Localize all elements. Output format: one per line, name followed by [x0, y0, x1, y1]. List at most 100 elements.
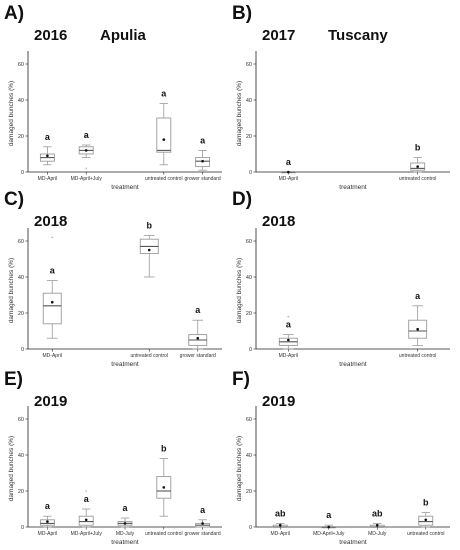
y-tick-label: 40: [18, 453, 24, 459]
category-label: untreated control: [145, 176, 183, 182]
x-axis-title: treatment: [111, 184, 139, 191]
y-tick-label: 40: [246, 453, 252, 459]
box-group: untreated control b: [145, 444, 183, 537]
mean-point: [46, 154, 49, 158]
significance-label: a: [161, 89, 167, 99]
significance-label: a: [45, 501, 51, 511]
outlier-point: [51, 236, 54, 239]
category-label: grower standard: [185, 531, 221, 537]
x-axis-title: treatment: [111, 539, 139, 546]
panel-6: F) 2019 0 20 40 60 damaged bunches (%) treatmen…: [232, 369, 450, 546]
y-tick-label: 60: [246, 62, 252, 68]
panel-region: Apulia: [100, 27, 146, 44]
significance-label: a: [200, 135, 206, 145]
box-group: MD-April+July a: [71, 490, 102, 537]
mean-point: [46, 520, 49, 523]
panel-year: 2018: [34, 213, 67, 230]
significance-label: b: [423, 498, 429, 508]
significance-label: a: [326, 510, 332, 520]
x-axis-title: treatment: [339, 361, 367, 368]
significance-label: a: [286, 320, 292, 330]
box-group: MD-July a: [116, 503, 135, 537]
y-tick-label: 20: [18, 134, 24, 140]
significance-label: a: [200, 505, 206, 515]
panel-year: 2016: [34, 27, 67, 44]
panel-year: 2018: [262, 213, 295, 230]
y-axis-title: damaged bunches (%): [236, 436, 243, 501]
mean-point: [375, 523, 379, 527]
mean-point: [162, 138, 166, 141]
y-axis-title: damaged bunches (%): [8, 436, 15, 501]
box-group: grower standard a: [185, 505, 221, 537]
panel-5: E) 2019 0 20 40 60 damaged bunches (%) treatmen…: [4, 369, 222, 546]
outlier-point: [85, 490, 88, 492]
y-axis-title: damaged bunches (%): [8, 81, 15, 146]
category-label: MD-April+July: [71, 176, 103, 182]
mean-point: [416, 327, 419, 331]
y-tick-label: 60: [18, 417, 24, 423]
panel-year: 2017: [262, 27, 295, 44]
y-tick-label: 60: [18, 239, 24, 245]
mean-point: [201, 522, 204, 525]
category-label: untreated control: [130, 353, 168, 359]
category-label: MD-April: [271, 531, 290, 537]
mean-point: [287, 170, 290, 174]
mean-point: [278, 523, 282, 527]
box-iqr: [156, 117, 172, 153]
y-axis-title: damaged bunches (%): [8, 258, 15, 323]
significance-label: a: [84, 494, 90, 504]
mean-point: [123, 522, 127, 525]
x-axis-title: treatment: [111, 361, 139, 368]
category-label: MD-April+July: [313, 531, 345, 537]
mean-point: [287, 338, 290, 342]
mean-point: [424, 518, 428, 522]
panel-letter: E): [4, 369, 23, 390]
y-tick-label: 20: [18, 489, 24, 495]
category-label: MD-April: [279, 176, 298, 182]
category-label: MD-July: [368, 531, 387, 537]
outlier-point: [85, 135, 88, 137]
box-group: untreated control a: [145, 89, 183, 182]
significance-label: b: [415, 143, 421, 153]
panel-3: C) 2018 0 20 40 60 damaged bunches (%) treatmen…: [4, 189, 222, 368]
box-group: MD-April a: [38, 501, 57, 537]
panel-2: B) 2017 Tuscany 0 20 40 60 damaged bunches (%) t…: [232, 3, 450, 191]
category-label: untreated control: [399, 353, 437, 359]
outlier-point: [287, 315, 290, 318]
mean-point: [84, 518, 88, 522]
box-group: MD-April a: [279, 157, 298, 182]
panel-letter: F): [232, 369, 250, 390]
category-label: MD-April: [279, 353, 298, 359]
significance-label: b: [147, 221, 153, 231]
box-group: MD-April a: [279, 315, 298, 359]
y-tick-label: 20: [246, 489, 252, 495]
panel-1: A) 2016 Apulia 0 20 40 60 damaged bunches (%) tr…: [4, 3, 222, 191]
category-label: MD-April: [38, 531, 57, 537]
box-group: MD-April a: [38, 132, 57, 182]
significance-label: a: [84, 130, 90, 140]
category-label: untreated control: [399, 176, 437, 182]
mean-point: [84, 149, 88, 152]
y-tick-label: 40: [246, 98, 252, 104]
mean-point: [147, 248, 151, 252]
y-tick-label: 0: [21, 170, 24, 176]
mean-point: [50, 300, 54, 304]
y-tick-label: 0: [249, 347, 252, 353]
box-group: MD-July ab: [368, 508, 387, 537]
box-group: MD-April+July a: [71, 130, 103, 182]
category-label: MD-July: [116, 531, 135, 537]
y-tick-label: 0: [249, 170, 252, 176]
x-axis-title: treatment: [339, 539, 367, 546]
significance-label: a: [286, 157, 292, 167]
x-axis-title: treatment: [339, 184, 367, 191]
significance-label: ab: [275, 508, 286, 518]
box-group: grower standard a: [180, 305, 216, 359]
significance-label: a: [415, 291, 421, 301]
box-group: untreated control b: [399, 143, 437, 182]
box-group: MD-April ab: [271, 508, 290, 537]
panel-year: 2019: [262, 393, 295, 410]
y-tick-label: 20: [246, 134, 252, 140]
y-tick-label: 60: [246, 239, 252, 245]
significance-label: b: [161, 444, 167, 454]
